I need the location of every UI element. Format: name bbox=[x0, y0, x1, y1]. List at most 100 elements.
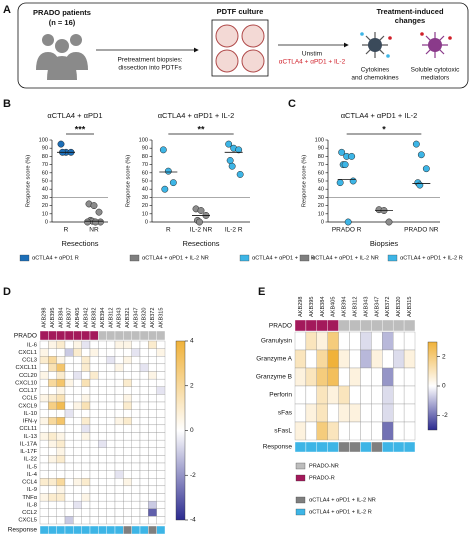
heatmap-cell bbox=[48, 386, 57, 395]
data-point bbox=[344, 218, 352, 226]
heatmap-cell bbox=[56, 478, 66, 487]
heatmap-cell bbox=[123, 340, 132, 349]
panel-label: E bbox=[258, 286, 265, 298]
heatmap-cell bbox=[349, 349, 361, 369]
heatmap-cell bbox=[39, 439, 49, 448]
heatmap-cell bbox=[131, 356, 141, 365]
heatmap-cell bbox=[123, 401, 132, 410]
heatmap-cell bbox=[89, 516, 99, 525]
heatmap-cell bbox=[139, 493, 149, 502]
y-tick-label: 20 bbox=[318, 203, 324, 209]
x-tick-label: NR bbox=[89, 227, 99, 234]
row-label: CCL5 bbox=[22, 396, 37, 402]
heatmap-cell bbox=[106, 378, 116, 387]
heatmap-cell bbox=[139, 386, 149, 395]
heatmap-cell bbox=[98, 363, 107, 372]
heatmap-cell bbox=[123, 417, 132, 426]
heatmap-cell bbox=[89, 417, 99, 426]
heatmap-cell bbox=[98, 371, 107, 380]
heatmap-cell bbox=[114, 455, 124, 464]
response-cell bbox=[403, 441, 416, 453]
heatmap-cell bbox=[382, 403, 394, 423]
column-label: AKB384 bbox=[320, 296, 326, 317]
y-tick-label: 0 bbox=[321, 219, 324, 225]
heatmap-cell bbox=[316, 385, 328, 405]
biopsy-text: Pretreatment biopsies: bbox=[117, 57, 182, 64]
response-cell bbox=[349, 441, 361, 453]
column-label: AKB315 bbox=[158, 307, 164, 328]
heatmap-cell bbox=[73, 417, 82, 426]
heatmap-cell bbox=[403, 421, 416, 441]
annotation-cell bbox=[371, 319, 383, 332]
y-tick-label: 100 bbox=[315, 137, 324, 143]
heatmap-cell bbox=[64, 417, 74, 426]
heatmap-cell bbox=[64, 478, 74, 487]
heatmap-cell bbox=[81, 424, 91, 433]
y-tick-label: 30 bbox=[142, 195, 148, 201]
heatmap-cell bbox=[64, 386, 74, 395]
heatmap-cell bbox=[48, 394, 57, 403]
data-point bbox=[164, 167, 172, 175]
patients-n: (n = 16) bbox=[49, 18, 76, 27]
heatmap-cell bbox=[48, 371, 57, 380]
column-label: AKB298 bbox=[42, 307, 48, 328]
heatmap-cell bbox=[123, 363, 132, 372]
heatmap-cell bbox=[156, 340, 166, 349]
heatmap-cell bbox=[73, 356, 82, 365]
heatmap-cell bbox=[106, 394, 116, 403]
heatmap-cell bbox=[73, 371, 82, 380]
heatmap-cell bbox=[89, 401, 99, 410]
heatmap-cell bbox=[294, 367, 307, 387]
heatmap-cell bbox=[294, 403, 307, 423]
heatmap-cell bbox=[39, 500, 49, 509]
heatmap-cell bbox=[64, 424, 74, 433]
heatmap-cell bbox=[131, 409, 141, 418]
heatmap-cell bbox=[148, 371, 157, 380]
annotation-cell bbox=[39, 330, 49, 341]
data-point bbox=[95, 208, 103, 216]
culture-title: PDTF culture bbox=[217, 7, 264, 16]
heatmap-cell bbox=[114, 424, 124, 433]
heatmap-cell bbox=[48, 409, 57, 418]
heatmap-cell bbox=[148, 432, 157, 441]
heatmap-cell bbox=[148, 478, 157, 487]
heatmap-cell bbox=[360, 385, 372, 405]
x-tick-label: PRADO R bbox=[332, 227, 362, 234]
annotation-cell bbox=[392, 319, 405, 332]
heatmap-cell bbox=[131, 470, 141, 479]
panel-box bbox=[17, 2, 469, 89]
column-label: AKB394 bbox=[100, 307, 106, 328]
colorbar-tick-label: 0 bbox=[190, 427, 194, 434]
heatmap-cell bbox=[106, 417, 116, 426]
legend-label: αCTLA4 + αPD1 + IL-2 NR bbox=[309, 497, 376, 503]
row-label: CXCL1 bbox=[18, 350, 37, 356]
heatmap-cell bbox=[327, 421, 339, 441]
heatmap-cell bbox=[81, 508, 91, 517]
heatmap-cell bbox=[39, 485, 49, 494]
heatmap-cell bbox=[403, 403, 416, 423]
heatmap-cell bbox=[338, 385, 350, 405]
heatmap-cell bbox=[338, 421, 350, 441]
response-cell bbox=[156, 525, 166, 535]
heatmap-cell bbox=[139, 340, 149, 349]
heatmap-cell bbox=[139, 470, 149, 479]
heatmap-cell bbox=[64, 371, 74, 380]
heatmap-cell bbox=[89, 462, 99, 471]
legend-swatch bbox=[295, 462, 306, 470]
response-cell bbox=[338, 441, 350, 453]
y-tick-label: 100 bbox=[39, 137, 48, 143]
heatmap-cell bbox=[123, 371, 132, 380]
mediator-icon bbox=[420, 32, 452, 58]
legend-swatch bbox=[239, 254, 250, 262]
heatmap-cell bbox=[316, 367, 328, 387]
heatmap-cell bbox=[393, 331, 405, 351]
heatmap-cell bbox=[139, 500, 149, 509]
culture-plate bbox=[211, 19, 269, 77]
heatmap-cell bbox=[393, 403, 405, 423]
heatmap-cell bbox=[39, 371, 49, 380]
heatmap-cell bbox=[106, 386, 116, 395]
heatmap-cell bbox=[156, 447, 166, 456]
heatmap-cell bbox=[89, 356, 99, 365]
y-tick-label: 90 bbox=[42, 146, 48, 152]
annotation-cell bbox=[349, 319, 361, 332]
